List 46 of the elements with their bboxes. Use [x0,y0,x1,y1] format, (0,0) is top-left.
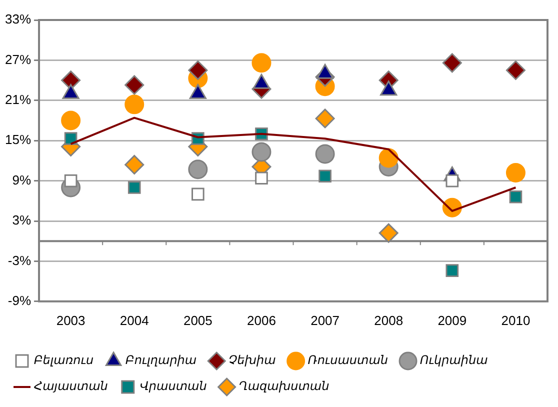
point [124,154,144,174]
point [255,172,268,185]
y-tick-label: -9% [8,292,32,308]
x-tick-label: 2007 [310,312,340,328]
x-tick-label: 2006 [247,312,276,328]
x-tick-label: 2005 [183,312,212,328]
point [124,75,144,95]
point [252,53,272,73]
x-tick-label: 2004 [120,312,149,328]
point [252,142,272,162]
point [446,264,459,277]
legend-label: Վրաստան [140,379,208,394]
y-tick-label: 15% [4,132,32,148]
point [442,53,462,73]
point [315,108,335,128]
y-tick-label: 9% [12,172,32,188]
y-tick-label: 3% [12,212,32,228]
point [506,60,526,80]
point [315,144,335,164]
x-tick-label: 2008 [374,312,404,328]
point [446,174,459,188]
legend-label: Բուլղարիա [126,353,197,368]
point [188,160,208,180]
y-tick-label: -3% [8,252,32,268]
point [509,190,522,204]
legend-label: Հայաստան [34,379,108,394]
point [506,163,526,183]
legend-label: Չեխիա [228,353,276,368]
point [128,181,141,194]
point [188,60,208,80]
point [192,188,204,201]
point [64,174,78,188]
y-tick-label: 33% [4,12,32,27]
legend-label: Ղազախստան [238,379,330,394]
legend-label: Ուկրաինա [420,353,488,368]
legend-label: Բելառուս [34,353,94,368]
x-tick-label: 2003 [56,312,86,328]
y-tick-label: 27% [4,52,32,67]
point [378,223,398,243]
y-tick-label: 21% [4,92,32,107]
x-tick-label: 2009 [438,312,467,328]
legend-label: Ռուսաստան [308,353,388,368]
x-tick-label: 2010 [501,312,530,328]
point [318,170,332,183]
point [61,110,81,130]
point [124,94,144,114]
